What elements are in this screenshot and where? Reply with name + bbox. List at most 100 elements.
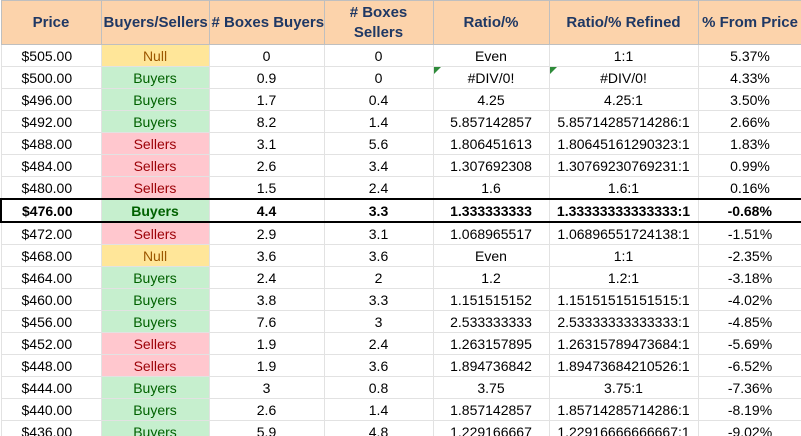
status-cell: Sellers xyxy=(100,332,210,355)
table-cell: 3.75:1 xyxy=(548,376,699,399)
table-cell: 1.9 xyxy=(208,354,325,377)
table-cell: 3.4 xyxy=(323,154,434,177)
table-cell: 2.53333333333333:1 xyxy=(548,310,699,333)
table-row: $444.00 Buyers 3 0.8 3.75 3.75:1 -7.36% xyxy=(0,376,801,399)
table-cell: 0.8 xyxy=(323,376,434,399)
table-cell: 1.7 xyxy=(208,88,325,111)
table-cell: 1.80645161290323:1 xyxy=(548,132,699,155)
table-cell: 1.89473684210526:1 xyxy=(548,354,699,377)
status-cell: Sellers xyxy=(100,132,210,155)
table-cell: $436.00 xyxy=(0,420,102,436)
table-cell: 3 xyxy=(323,310,434,333)
table-row: $488.00 Sellers 3.1 5.6 1.806451613 1.8064516… xyxy=(0,132,801,155)
table-row: $484.00 Sellers 2.6 3.4 1.307692308 1.3076923… xyxy=(0,154,801,177)
table-row: $464.00 Buyers 2.4 2 1.2 1.2:1 -3.18% xyxy=(0,266,801,289)
table-cell: -7.36% xyxy=(697,376,801,399)
table-cell: 0.9 xyxy=(208,66,325,89)
table-cell: $460.00 xyxy=(0,288,102,311)
table-cell: 1.068965517 xyxy=(432,221,550,245)
table-cell: 3.50% xyxy=(697,88,801,111)
table-cell: 2.9 xyxy=(208,221,325,245)
table-cell: 3.1 xyxy=(208,132,325,155)
status-cell: Sellers xyxy=(100,221,210,245)
table-cell: 2.533333333 xyxy=(432,310,550,333)
table-cell: 1.9 xyxy=(208,332,325,355)
table-cell: 3.3 xyxy=(323,288,434,311)
table-cell: -4.02% xyxy=(697,288,801,311)
table-cell: $500.00 xyxy=(0,66,102,89)
table-cell: 2 xyxy=(323,266,434,289)
table-cell: 3.6 xyxy=(208,244,325,267)
table-cell: 0 xyxy=(323,66,434,89)
table-cell: 4.33% xyxy=(697,66,801,89)
table-cell: 7.6 xyxy=(208,310,325,333)
table-cell: 1.894736842 xyxy=(432,354,550,377)
table-row: $472.00 Sellers 2.9 3.1 1.068965517 1.0689655… xyxy=(0,221,801,245)
table-row: $460.00 Buyers 3.8 3.3 1.151515152 1.15151515… xyxy=(0,288,801,311)
table-cell: 1.30769230769231:1 xyxy=(548,154,699,177)
table-cell: -0.68% xyxy=(697,198,801,223)
table-row: $436.00 Buyers 5.9 4.8 1.229166667 1.22916666… xyxy=(0,420,801,436)
header-row: Price Buyers/Sellers # Boxes Buyers # Boxes… xyxy=(0,0,801,45)
status-cell: Buyers xyxy=(100,88,210,111)
table-cell: 1.2:1 xyxy=(548,266,699,289)
table-cell: #DIV/0! xyxy=(432,66,550,89)
table-cell: 1.263157895 xyxy=(432,332,550,355)
table-cell: 5.857142857 xyxy=(432,110,550,133)
table-cell: $476.00 xyxy=(0,198,102,223)
table-cell: Even xyxy=(432,44,550,67)
table-cell: 4.25:1 xyxy=(548,88,699,111)
table-cell: 8.2 xyxy=(208,110,325,133)
status-cell: Buyers xyxy=(100,198,210,223)
table-row: $505.00 Null 0 0 Even 1:1 5.37% xyxy=(0,44,801,67)
table-cell: 3.1 xyxy=(323,221,434,245)
table-cell: 1.22916666666667:1 xyxy=(548,420,699,436)
table-cell: 1.15151515151515:1 xyxy=(548,288,699,311)
table-body: $505.00 Null 0 0 Even 1:1 5.37% $500.00 Buyers 0.… xyxy=(0,44,801,436)
table-cell: 3 xyxy=(208,376,325,399)
table-cell: 1.5 xyxy=(208,176,325,200)
table-cell: 1:1 xyxy=(548,244,699,267)
table-cell: -3.18% xyxy=(697,266,801,289)
table-row: $496.00 Buyers 1.7 0.4 4.25 4.25:1 3.50% xyxy=(0,88,801,111)
table-cell: 3.75 xyxy=(432,376,550,399)
status-cell: Buyers xyxy=(100,420,210,436)
table-cell: 4.4 xyxy=(208,198,325,223)
table-row: $500.00 Buyers 0.9 0 #DIV/0! #DIV/0! 4.33% xyxy=(0,66,801,89)
status-cell: Sellers xyxy=(100,154,210,177)
status-cell: Null xyxy=(100,44,210,67)
table-cell: 4.25 xyxy=(432,88,550,111)
table-row: $492.00 Buyers 8.2 1.4 5.857142857 5.85714285… xyxy=(0,110,801,133)
table-cell: 1.857142857 xyxy=(432,398,550,421)
table-cell: 2.4 xyxy=(323,332,434,355)
table-cell: -4.85% xyxy=(697,310,801,333)
table-cell: $448.00 xyxy=(0,354,102,377)
table-cell: $480.00 xyxy=(0,176,102,200)
table-cell: $488.00 xyxy=(0,132,102,155)
table-cell: 1.333333333 xyxy=(432,198,550,223)
status-cell: Buyers xyxy=(100,66,210,89)
column-header: # Boxes Buyers xyxy=(208,0,325,45)
table-cell: 1.85714285714286:1 xyxy=(548,398,699,421)
status-cell: Null xyxy=(100,244,210,267)
table-cell: 1.83% xyxy=(697,132,801,155)
table-cell: $496.00 xyxy=(0,88,102,111)
table-cell: -8.19% xyxy=(697,398,801,421)
table-cell: 2.6 xyxy=(208,398,325,421)
table-cell: -6.52% xyxy=(697,354,801,377)
column-header: Buyers/Sellers xyxy=(100,0,210,45)
table-cell: $472.00 xyxy=(0,221,102,245)
table-cell: $440.00 xyxy=(0,398,102,421)
table-cell: 1.6:1 xyxy=(548,176,699,200)
column-header: Price xyxy=(0,0,102,45)
status-cell: Buyers xyxy=(100,266,210,289)
table-cell: 1.6 xyxy=(432,176,550,200)
table-cell: 2.4 xyxy=(208,266,325,289)
table-cell: 3.3 xyxy=(323,198,434,223)
table-cell: 2.4 xyxy=(323,176,434,200)
table-cell: Even xyxy=(432,244,550,267)
column-header: Ratio/% Refined xyxy=(548,0,699,45)
table-cell: 4.8 xyxy=(323,420,434,436)
table-cell: 1.26315789473684:1 xyxy=(548,332,699,355)
